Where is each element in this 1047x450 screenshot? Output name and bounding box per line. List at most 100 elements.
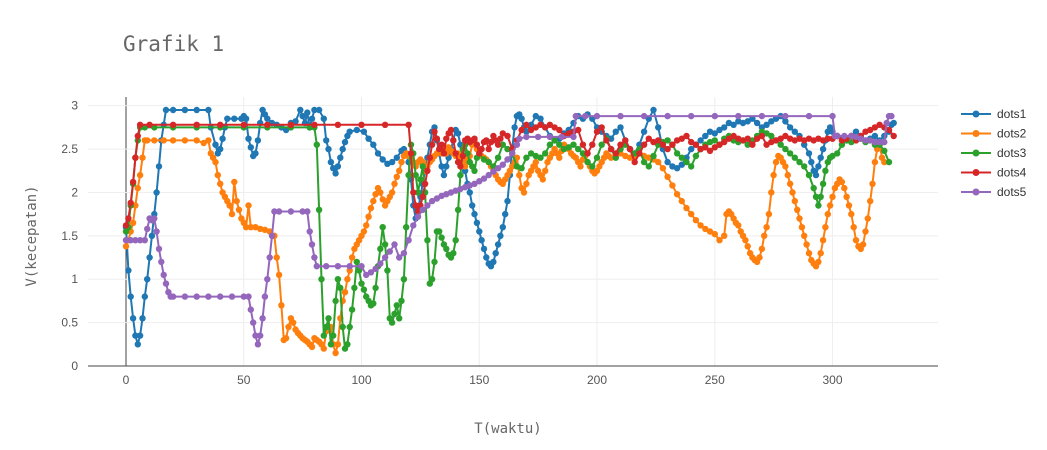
dots5-point bbox=[386, 248, 393, 255]
legend-label: dots5 bbox=[997, 185, 1027, 199]
dots1-point bbox=[224, 115, 231, 122]
legend-swatch-marker bbox=[972, 169, 980, 176]
dots5-point bbox=[141, 237, 148, 244]
dots1-point bbox=[497, 232, 504, 239]
dots1-point bbox=[504, 197, 511, 205]
dots2-point bbox=[363, 222, 370, 229]
dots2-point bbox=[772, 158, 780, 166]
dots2-point bbox=[377, 189, 384, 196]
dots2-point bbox=[815, 258, 822, 266]
dots4-point bbox=[725, 135, 733, 142]
legend-item-dots4[interactable]: dots4 bbox=[961, 166, 1027, 180]
dots2-point bbox=[848, 210, 855, 218]
dots1-point bbox=[664, 158, 671, 166]
dots5-point bbox=[424, 202, 431, 209]
dots1-point bbox=[815, 163, 822, 170]
dots2-point bbox=[134, 184, 141, 192]
dots1-point bbox=[440, 171, 448, 179]
dots1-point bbox=[379, 156, 386, 163]
dots1-point bbox=[640, 128, 648, 135]
dots2-point bbox=[702, 225, 709, 233]
dots1-point bbox=[812, 171, 820, 179]
dots1-point bbox=[673, 165, 681, 172]
dots1-point bbox=[127, 293, 134, 300]
dots2-point bbox=[822, 224, 829, 231]
dots5-point bbox=[405, 237, 412, 244]
dots3-point bbox=[339, 323, 346, 331]
dots4-point bbox=[311, 121, 318, 128]
dots2-point bbox=[391, 180, 398, 187]
dots3-point bbox=[358, 280, 365, 287]
dots3-point bbox=[786, 150, 794, 157]
dots5-point bbox=[155, 245, 163, 253]
dots3-point bbox=[379, 224, 386, 231]
dots3-point bbox=[584, 158, 591, 166]
legend-item-dots3[interactable]: dots3 bbox=[961, 146, 1027, 160]
dots4-point bbox=[459, 152, 466, 160]
dots4-point bbox=[617, 141, 624, 148]
dots3-point bbox=[315, 206, 323, 213]
dots1-point bbox=[245, 135, 252, 142]
dots4-point bbox=[428, 141, 436, 148]
dots3-point bbox=[791, 154, 798, 161]
dots5-point bbox=[829, 112, 836, 120]
dots5-point bbox=[881, 138, 888, 146]
dots1-point bbox=[388, 158, 396, 166]
dots4-point bbox=[579, 141, 587, 148]
dots3-point bbox=[344, 341, 351, 348]
dots5-point bbox=[433, 195, 441, 202]
dots1-point bbox=[365, 135, 372, 142]
dots5-point bbox=[205, 293, 212, 300]
dots4-point bbox=[504, 132, 511, 140]
dots3-point bbox=[330, 332, 337, 339]
y-axis-ticks: 0 0.5 1 1.5 2 2.5 3 bbox=[61, 99, 78, 373]
dots1-point bbox=[151, 210, 158, 218]
dots1-point bbox=[308, 115, 316, 122]
legend[interactable]: dots1 dots2 dots3 dots4 dots5 bbox=[961, 107, 1027, 199]
x-tick-label: 50 bbox=[237, 373, 251, 387]
dots2-point bbox=[217, 180, 224, 187]
dots1-point bbox=[753, 119, 761, 127]
dots3-point bbox=[763, 130, 770, 137]
dots4-point bbox=[876, 121, 883, 128]
dots1-point bbox=[454, 130, 462, 137]
dots1-point bbox=[502, 210, 509, 218]
dots4-point bbox=[801, 137, 808, 144]
legend-item-dots5[interactable]: dots5 bbox=[961, 185, 1027, 199]
dots2-point bbox=[200, 139, 207, 147]
dots5-point bbox=[400, 250, 408, 257]
dots4-point bbox=[688, 138, 695, 146]
dots2-point bbox=[539, 176, 546, 183]
dots3-point bbox=[391, 310, 398, 318]
dots1-point bbox=[136, 332, 144, 339]
dots1-point bbox=[231, 115, 238, 122]
dots3-point bbox=[400, 276, 408, 283]
dots5-point bbox=[688, 112, 695, 120]
dots3-point bbox=[450, 250, 457, 257]
dots4-point bbox=[452, 150, 459, 157]
dots3-point bbox=[360, 286, 368, 293]
legend-item-dots1[interactable]: dots1 bbox=[961, 107, 1027, 121]
dots2-point bbox=[139, 154, 146, 161]
dots5-point bbox=[570, 133, 577, 141]
dots2-point bbox=[786, 180, 794, 187]
dots4-point bbox=[471, 135, 478, 142]
dots1-point bbox=[327, 158, 335, 166]
dots4-point bbox=[122, 222, 130, 229]
dots4-point bbox=[169, 121, 177, 128]
dots4-point bbox=[419, 193, 426, 200]
dots1-point bbox=[292, 118, 299, 125]
dots1-point bbox=[141, 293, 148, 300]
dots4-point bbox=[575, 126, 582, 134]
legend-item-dots2[interactable]: dots2 bbox=[961, 127, 1027, 141]
dots2-point bbox=[859, 241, 867, 248]
dots5-point bbox=[888, 112, 895, 120]
dots3-point bbox=[565, 144, 572, 151]
y-tick-label: 0 bbox=[71, 359, 78, 373]
dots1-point bbox=[890, 119, 897, 127]
dots2-point bbox=[721, 232, 728, 239]
dots3-point bbox=[782, 145, 789, 153]
dots3-point bbox=[405, 171, 412, 179]
dots3-point bbox=[673, 150, 681, 157]
dots2-point bbox=[282, 335, 290, 342]
